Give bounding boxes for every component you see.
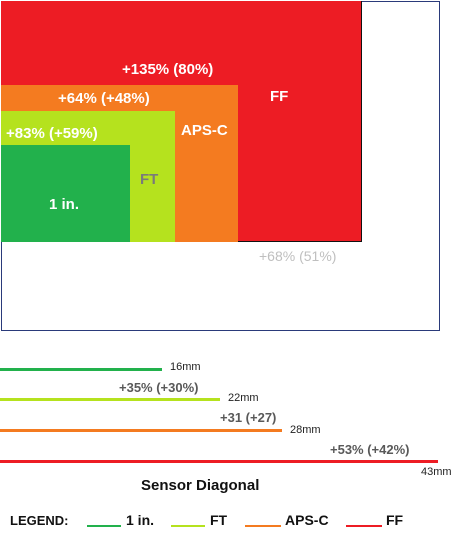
sensor-diagonal-title: Sensor Diagonal	[141, 477, 260, 494]
one-inch-label: 1 in.	[49, 196, 80, 213]
ff-diagonal-mm: 43mm	[421, 466, 452, 478]
ft-vs-one-area-label: +83% (+59%)	[6, 125, 98, 142]
apsc-diagonal-line	[0, 429, 282, 432]
legend-label: LEGEND:	[10, 513, 69, 528]
apsc-label: APS-C	[181, 122, 228, 139]
ff-diagonal-line	[0, 460, 438, 463]
one-inch-diagonal-line	[0, 368, 162, 371]
apsc-diagonal-diff: +31 (+27)	[220, 410, 277, 425]
legend-text-ff: FF	[386, 512, 404, 528]
apsc-vs-ft-area-label: +64% (+48%)	[58, 90, 150, 107]
legend-text-apsc: APS-C	[285, 512, 329, 528]
ft-diagonal-mm: 22mm	[228, 392, 259, 404]
ff-diagonal-diff: +53% (+42%)	[330, 442, 410, 457]
ff-vs-apsc-alt-label: +68% (51%)	[259, 248, 337, 264]
legend-swatch-ff	[346, 525, 382, 527]
legend-swatch-one-inch	[87, 525, 121, 527]
apsc-diagonal-mm: 28mm	[290, 424, 321, 436]
ft-diagonal-line	[0, 398, 220, 401]
legend-text-ft: FT	[210, 512, 228, 528]
ft-diagonal-diff: +35% (+30%)	[119, 380, 199, 395]
legend-swatch-apsc	[245, 525, 281, 527]
legend-swatch-ft	[171, 525, 205, 527]
ff-vs-apsc-area-label: +135% (80%)	[122, 61, 214, 78]
ft-label: FT	[140, 171, 159, 188]
ff-label: FF	[270, 88, 289, 105]
one-inch-diagonal-mm: 16mm	[170, 361, 201, 373]
legend-text-one-inch: 1 in.	[126, 512, 155, 528]
one-inch-sensor-rect	[1, 145, 130, 242]
